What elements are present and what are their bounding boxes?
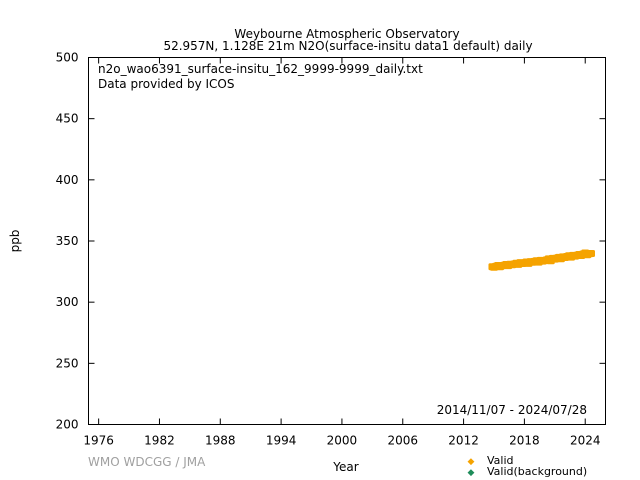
x-tick-label: 1982 — [144, 434, 175, 448]
x-axis-label: Year — [332, 460, 358, 474]
x-tick-label: 2006 — [387, 434, 418, 448]
data-point-valid — [587, 249, 596, 257]
x-tick-label: 2018 — [509, 434, 540, 448]
legend-marker-background: ◆ — [468, 468, 475, 478]
y-axis-ticks: 200 250 300 350 400 450 500 — [56, 51, 606, 432]
y-tick-label: 400 — [56, 173, 79, 187]
chart-subtitle: 52.957N, 1.128E 21m N2O(surface-insitu d… — [163, 39, 532, 53]
y-tick-label: 500 — [56, 51, 79, 65]
data-points — [488, 249, 596, 271]
x-tick-label: 1976 — [83, 434, 114, 448]
y-tick-label: 300 — [56, 295, 79, 309]
y-tick-label: 350 — [56, 234, 79, 248]
credit-label: WMO WDCGG / JMA — [88, 455, 206, 469]
x-tick-label: 2012 — [448, 434, 479, 448]
legend-label-background: Valid(background) — [487, 465, 587, 478]
plot-frame — [88, 57, 606, 425]
x-axis-ticks: 1976 1982 1988 1994 2000 2006 2012 2018 2024 — [83, 57, 601, 448]
chart-title: Weybourne Atmospheric Observatory — [234, 27, 459, 41]
y-axis-label: ppb — [8, 230, 22, 253]
date-range-label: 2014/11/07 - 2024/07/28 — [437, 403, 587, 417]
x-tick-label: 2000 — [327, 434, 358, 448]
legend: ◆ Valid ◆ Valid(background) — [468, 454, 588, 478]
legend-label-valid: Valid — [487, 454, 514, 467]
x-tick-label: 2024 — [570, 434, 601, 448]
legend-marker-valid: ◆ — [468, 457, 475, 467]
x-tick-label: 1988 — [205, 434, 236, 448]
y-tick-label: 450 — [56, 112, 79, 126]
y-tick-label: 250 — [56, 356, 79, 370]
provider-label: Data provided by ICOS — [98, 77, 234, 91]
y-tick-label: 200 — [56, 418, 79, 432]
file-label: n2o_wao6391_surface-insitu_162_9999-9999… — [98, 62, 423, 76]
x-tick-label: 1994 — [266, 434, 297, 448]
